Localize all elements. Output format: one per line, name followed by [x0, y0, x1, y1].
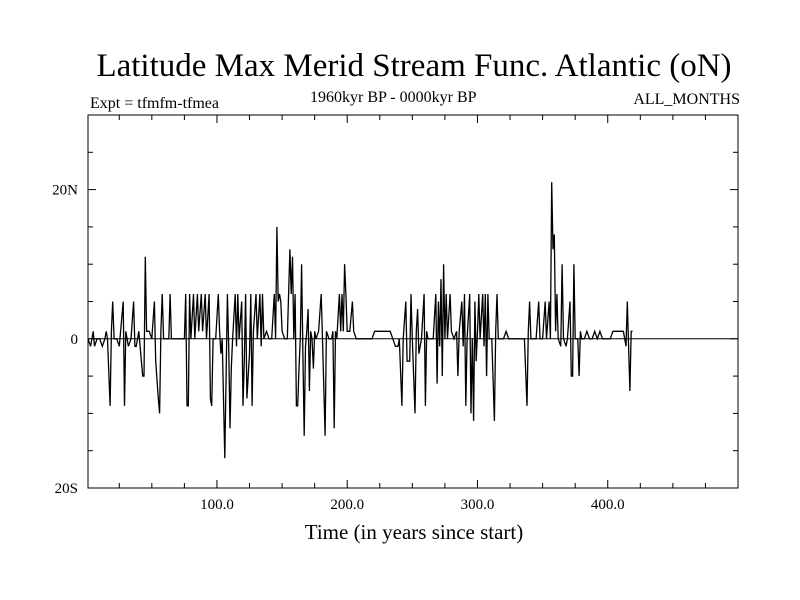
chart-title: Latitude Max Merid Stream Func. Atlantic…	[96, 48, 732, 84]
y-tick-label: 20S	[55, 481, 78, 497]
axis-ticks: 20S 0 20N 100.0 200.0 300.0 400.0	[52, 114, 738, 513]
series-line	[87, 182, 633, 459]
x-tick-label: 400.0	[591, 497, 625, 513]
x-tick-label: 200.0	[330, 497, 364, 513]
experiment-label: Expt = tfmfm-tfmea	[90, 95, 219, 112]
y-tick-label: 0	[71, 332, 79, 348]
x-tick-label: 300.0	[461, 497, 495, 513]
x-axis-label: Time (in years since start)	[304, 520, 524, 544]
months-label: ALL_MONTHS	[633, 91, 740, 108]
series-group	[87, 182, 633, 459]
y-tick-label: 20N	[52, 183, 78, 199]
x-tick-label: 100.0	[200, 497, 234, 513]
period-label: 1960kyr BP - 0000kyr BP	[310, 89, 477, 106]
